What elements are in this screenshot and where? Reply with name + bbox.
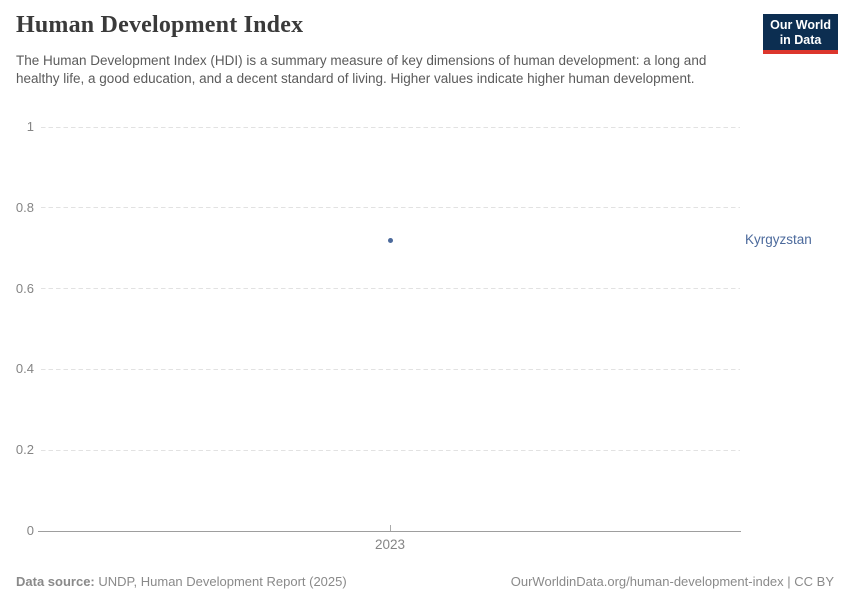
- gridline-y-0.2: [41, 449, 740, 451]
- gridline-y-0.6: [41, 288, 740, 290]
- owid-logo[interactable]: Our World in Data: [763, 14, 838, 54]
- data-source-text: UNDP, Human Development Report (2025): [98, 574, 347, 589]
- owid-logo-line1: Our World: [770, 18, 831, 32]
- page-title: Human Development Index: [16, 12, 304, 38]
- y-tick-label-0: 0: [26, 523, 34, 538]
- owid-logo-line2: in Data: [779, 33, 822, 47]
- entity-label-kyrgyzstan[interactable]: Kyrgyzstan: [745, 232, 812, 248]
- data-point-kyrgyzstan[interactable]: [387, 237, 393, 243]
- gridline-y-0.8: [41, 207, 740, 209]
- y-tick-label-0.6: 0.6: [15, 280, 34, 296]
- footer-credit-link[interactable]: OurWorldinData.org/human-development-ind…: [510, 574, 834, 589]
- x-axis-tick: [390, 525, 391, 531]
- gridline-y-1: [41, 126, 740, 128]
- y-tick-label-0.8: 0.8: [15, 199, 34, 215]
- data-source-label: Data source:: [16, 574, 95, 589]
- y-tick-label-0.2: 0.2: [15, 442, 34, 458]
- x-axis-line: [38, 530, 741, 532]
- data-source: Data source: UNDP, Human Development Rep…: [16, 574, 347, 589]
- y-tick-label-1: 1: [26, 119, 34, 134]
- x-tick-label: 2023: [374, 537, 406, 552]
- gridline-y-0.4: [41, 368, 740, 370]
- chart-subtitle: The Human Development Index (HDI) is a s…: [16, 53, 707, 86]
- y-tick-label-0.4: 0.4: [15, 361, 34, 377]
- chart-footer: Data source: UNDP, Human Development Rep…: [16, 574, 834, 589]
